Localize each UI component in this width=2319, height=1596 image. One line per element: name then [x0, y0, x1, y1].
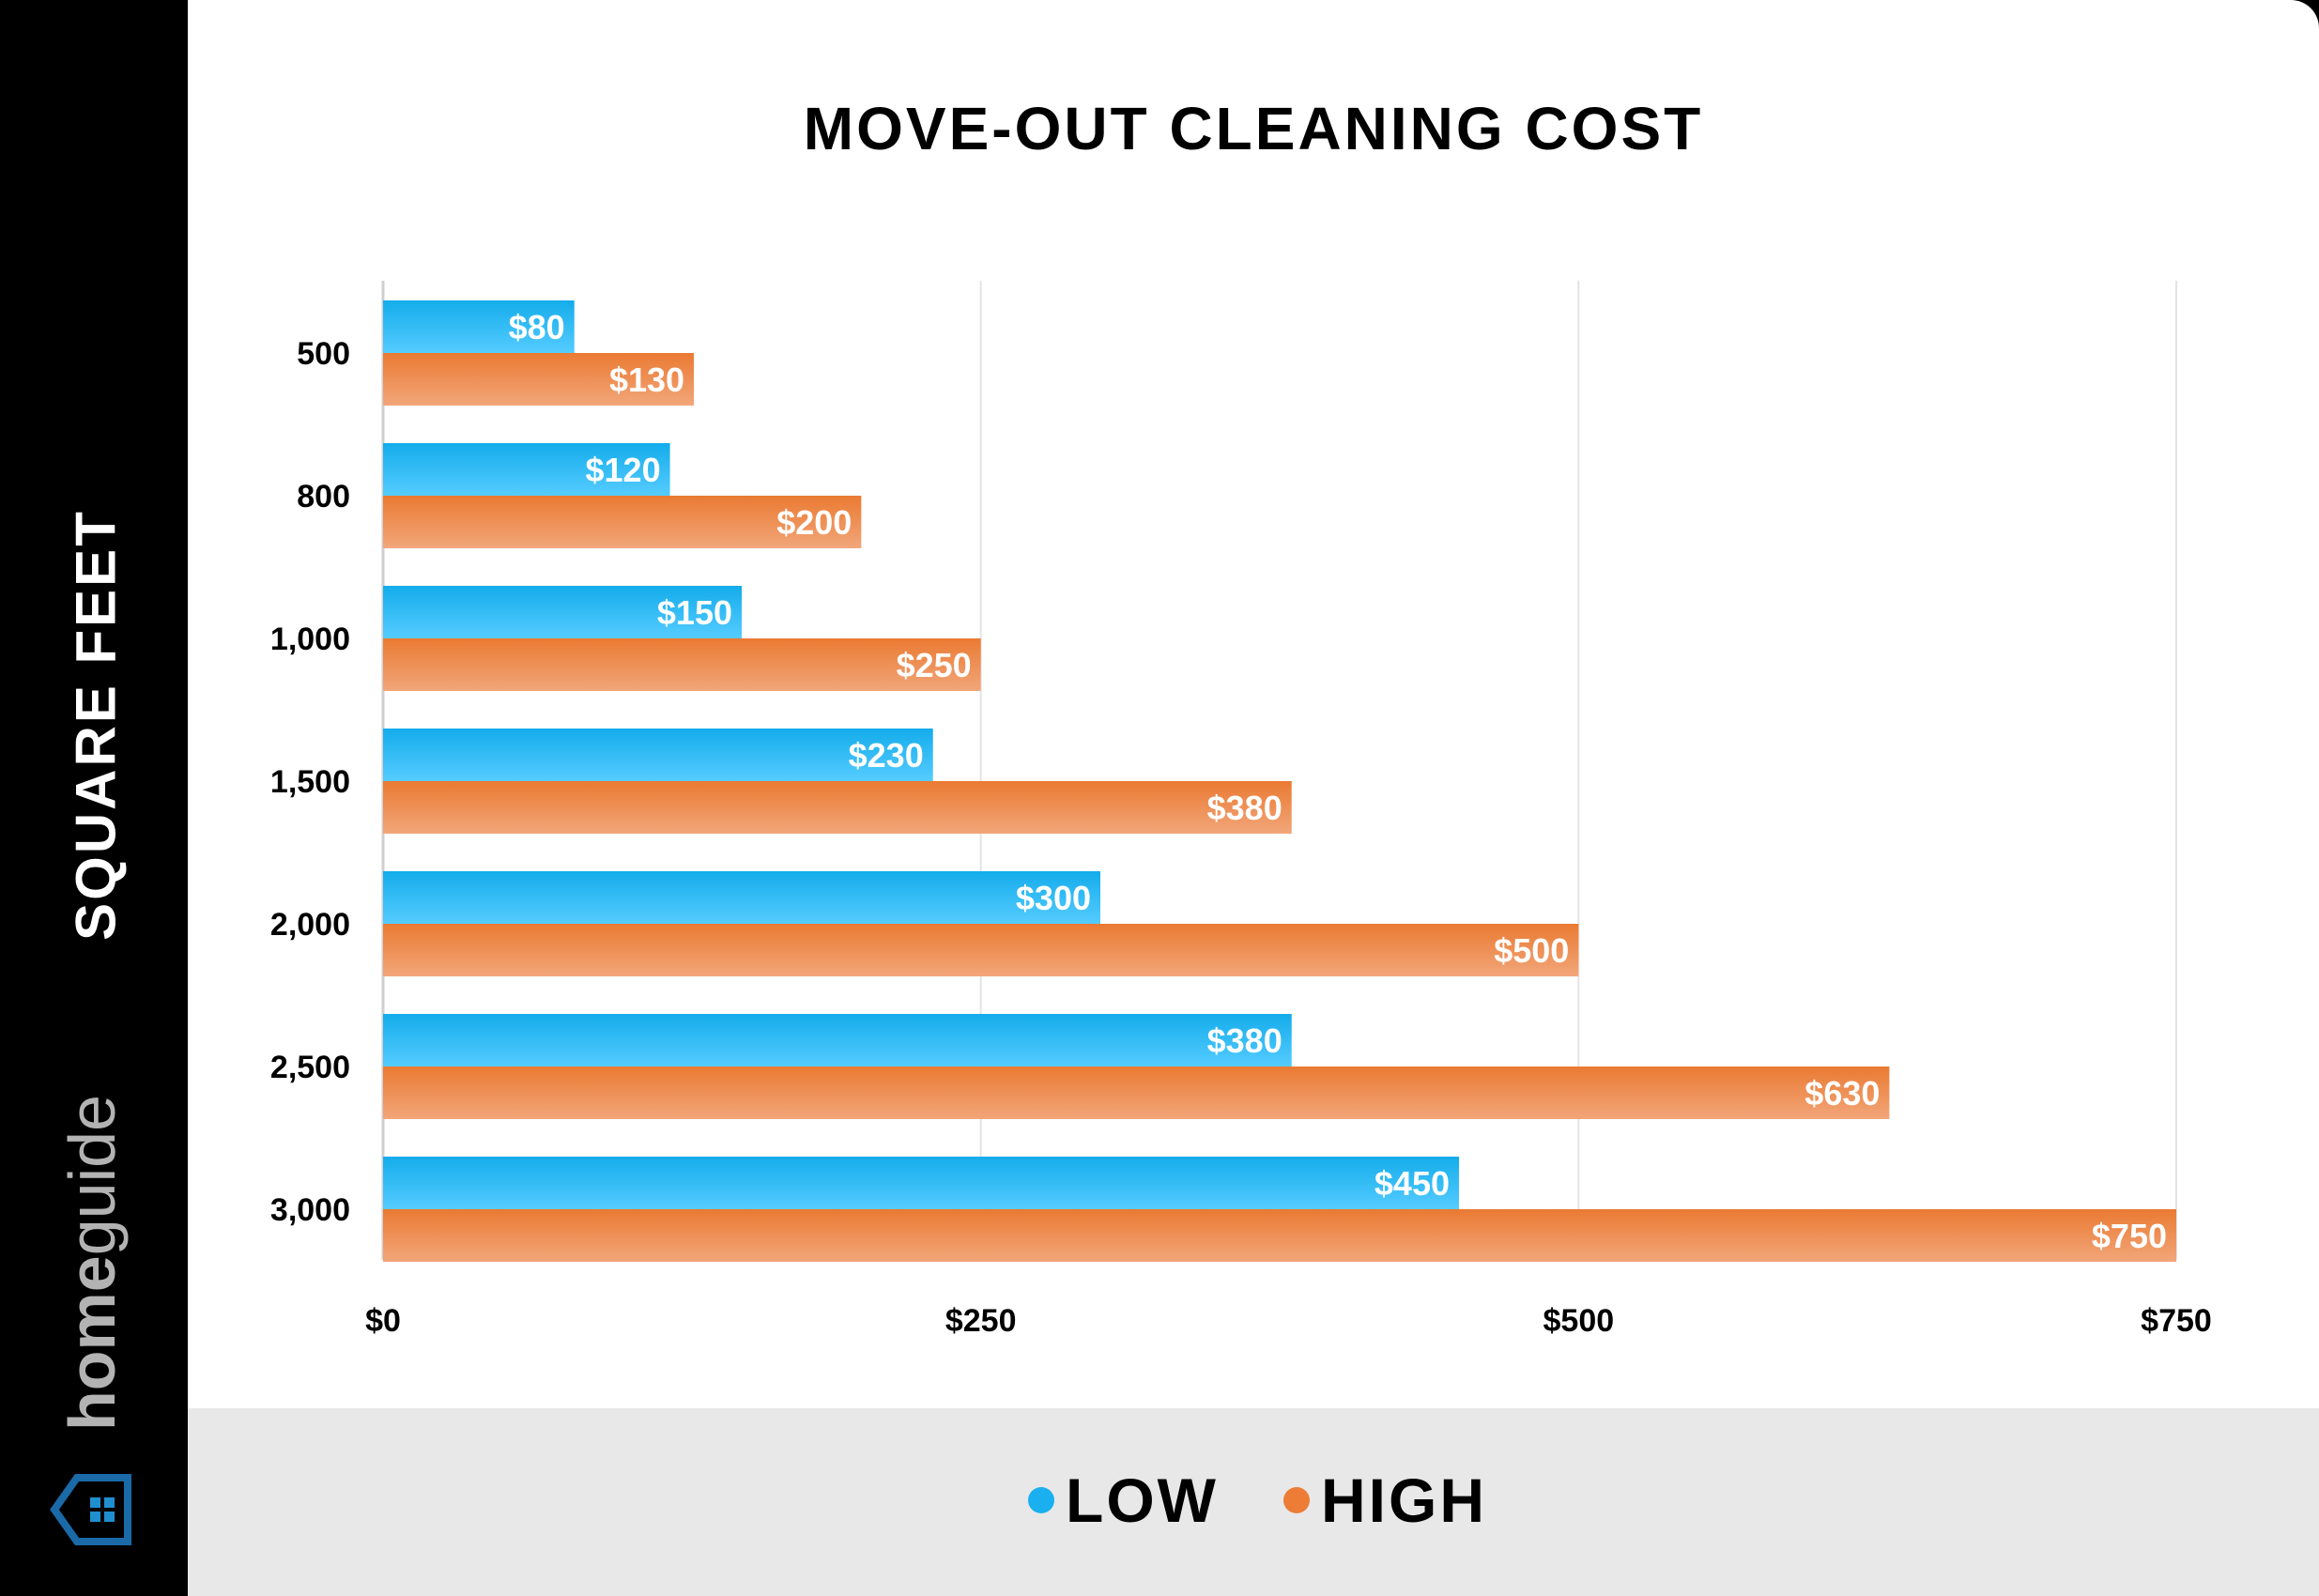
chart-title: MOVE-OUT CLEANING COST — [803, 95, 1704, 162]
y-tick-label: 2,500 — [270, 1050, 350, 1085]
bar-low — [383, 871, 1100, 924]
y-tick-label: 1,000 — [270, 622, 350, 657]
bar-high — [383, 1209, 2176, 1262]
x-tick-label: $750 — [2141, 1303, 2212, 1339]
y-tick-label: 800 — [297, 479, 350, 514]
data-label-low: $150 — [657, 593, 732, 632]
bar-high — [383, 1067, 1890, 1119]
data-label-low: $380 — [1207, 1021, 1282, 1060]
bar-low — [383, 729, 933, 781]
legend-item-high: HIGH — [1283, 1465, 1487, 1536]
data-label-high: $630 — [1805, 1074, 1880, 1113]
bar-high — [383, 924, 1579, 976]
y-tick-label: 3,000 — [270, 1192, 350, 1228]
house-logo-icon — [50, 1474, 131, 1545]
bar-high — [383, 353, 695, 406]
bar-high — [383, 496, 862, 548]
bar-low — [383, 586, 742, 638]
x-tick-label: $0 — [365, 1303, 401, 1339]
data-label-high: $250 — [897, 646, 972, 684]
bar-low — [383, 1014, 1292, 1067]
y-tick-label: 500 — [297, 336, 350, 372]
data-label-high: $130 — [609, 361, 684, 399]
data-label-high: $200 — [776, 503, 852, 542]
bar-low — [383, 1157, 1459, 1209]
legend-label-high: HIGH — [1321, 1466, 1487, 1535]
bar-low — [383, 443, 670, 496]
legend-item-low: LOW — [1028, 1465, 1219, 1536]
data-label-high: $750 — [2092, 1217, 2167, 1255]
x-tick-label: $250 — [945, 1303, 1017, 1339]
data-label-high: $380 — [1207, 789, 1282, 827]
data-label-low: $120 — [586, 451, 661, 489]
legend-dot-low — [1028, 1487, 1054, 1513]
data-label-high: $500 — [1494, 931, 1569, 970]
legend-dot-high — [1283, 1487, 1310, 1513]
data-label-low: $80 — [509, 308, 565, 346]
y-tick-label: 1,500 — [270, 764, 350, 800]
x-tick-label: $500 — [1543, 1303, 1615, 1339]
data-label-low: $300 — [1016, 879, 1091, 917]
y-tick-label: 2,000 — [270, 907, 350, 943]
data-label-low: $230 — [849, 736, 924, 775]
bar-high — [383, 781, 1292, 834]
bar-low — [383, 300, 575, 353]
legend-label-low: LOW — [1066, 1466, 1219, 1535]
sidebar: SQUARE FEET homeguide — [0, 0, 188, 1596]
legend-footer — [188, 1408, 2319, 1596]
data-label-low: $450 — [1375, 1164, 1450, 1203]
bar-high — [383, 638, 981, 691]
